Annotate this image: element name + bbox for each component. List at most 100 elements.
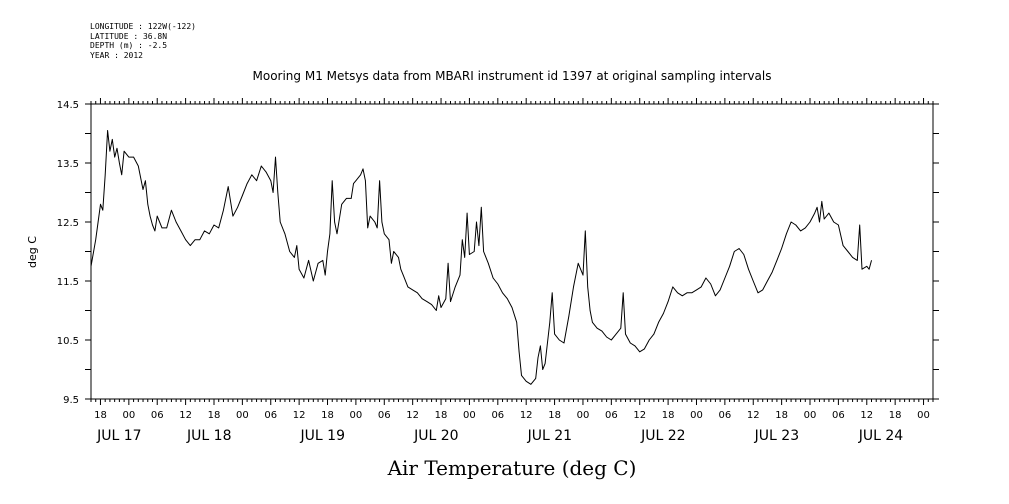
data-point (261, 165, 262, 167)
y-axis-label: deg C (26, 236, 39, 268)
data-point (530, 384, 532, 385)
x-hour-label: 00 (917, 410, 930, 421)
data-point (729, 266, 730, 267)
data-point (450, 301, 451, 302)
y-tick-label: 9.5 (63, 395, 79, 406)
data-point (554, 333, 555, 335)
data-point (275, 156, 276, 158)
data-point (97, 221, 99, 223)
data-point (507, 298, 508, 300)
x-hour-label: 18 (662, 410, 675, 421)
data-point (272, 192, 274, 193)
data-point (367, 227, 369, 229)
metadata-block: LONGITUDE : 122W(-122) LATITUDE : 36.8N … (90, 22, 196, 60)
x-hour-label: 12 (520, 410, 533, 421)
data-point (147, 204, 149, 205)
data-point (620, 327, 622, 329)
x-hour-label: 00 (577, 410, 590, 421)
data-point (615, 333, 617, 335)
data-point (658, 322, 659, 323)
data-point (748, 268, 749, 270)
x-day-label: JUL 22 (640, 428, 685, 444)
data-point (821, 201, 823, 202)
data-point (426, 301, 428, 302)
x-hour-label: 00 (236, 410, 249, 421)
data-point (289, 251, 291, 252)
chart-title: Mooring M1 Metsys data from MBARI instru… (253, 69, 772, 83)
data-point (199, 239, 201, 240)
data-point (296, 245, 298, 246)
x-hour-label: 00 (122, 410, 135, 421)
data-point (227, 186, 229, 187)
x-day-label: JUL 24 (858, 428, 904, 444)
data-point (185, 239, 186, 240)
data-point (786, 233, 787, 235)
data-point (242, 195, 243, 196)
data-point (715, 295, 716, 297)
data-point (625, 333, 626, 335)
data-point (279, 221, 281, 223)
x-hour-label: 12 (747, 410, 760, 421)
data-point (544, 363, 546, 364)
data-point (445, 298, 447, 300)
data-point (100, 204, 101, 205)
data-point (121, 174, 122, 176)
data-point (308, 260, 309, 261)
data-point (142, 189, 144, 190)
data-point (738, 248, 740, 249)
data-point (237, 207, 238, 208)
data-point (852, 257, 853, 258)
data-point (757, 292, 759, 294)
data-point (379, 180, 380, 181)
data-point (324, 274, 326, 276)
x-hour-label: 06 (605, 410, 618, 421)
data-point (393, 251, 395, 252)
data-point (705, 277, 707, 279)
year-text: YEAR : 2012 (90, 50, 143, 60)
data-point (138, 165, 139, 167)
data-point (724, 277, 726, 279)
data-point (341, 204, 343, 205)
x-hour-label: 12 (293, 410, 306, 421)
data-point (634, 345, 636, 347)
data-point (563, 342, 565, 344)
data-point (743, 254, 745, 255)
data-point (459, 274, 461, 276)
data-point (767, 280, 768, 282)
data-point (516, 322, 517, 323)
data-point (412, 289, 414, 291)
data-point (781, 248, 782, 249)
data-point (790, 221, 792, 223)
y-tick-label: 10.5 (57, 336, 79, 347)
x-hour-label: 00 (463, 410, 476, 421)
data-point (800, 230, 801, 232)
data-point (492, 277, 494, 279)
data-point (568, 316, 570, 317)
data-point (823, 218, 825, 220)
x-axis-caption: Air Temperature (deg C) (387, 456, 637, 480)
x-hour-label: 06 (264, 410, 277, 421)
x-hour-label: 18 (435, 410, 448, 421)
data-point (431, 304, 432, 305)
x-hour-label: 06 (378, 410, 391, 421)
data-point (436, 310, 437, 311)
x-day-label: JUL 17 (96, 428, 141, 444)
data-point (601, 330, 603, 332)
data-point (303, 277, 305, 279)
data-point (497, 283, 499, 285)
x-hour-label: 12 (179, 410, 192, 421)
data-point (171, 209, 172, 211)
data-point (417, 292, 418, 294)
data-point (833, 221, 834, 223)
data-point (175, 221, 177, 223)
data-point (336, 233, 338, 235)
data-point (464, 257, 466, 258)
data-point (454, 286, 456, 288)
data-point (322, 260, 324, 261)
minor-ticks (90, 98, 934, 405)
data-point (847, 251, 849, 252)
x-hour-label: 18 (94, 410, 107, 421)
data-point (577, 263, 579, 264)
data-point (123, 150, 125, 152)
x-hour-label: 18 (208, 410, 221, 421)
